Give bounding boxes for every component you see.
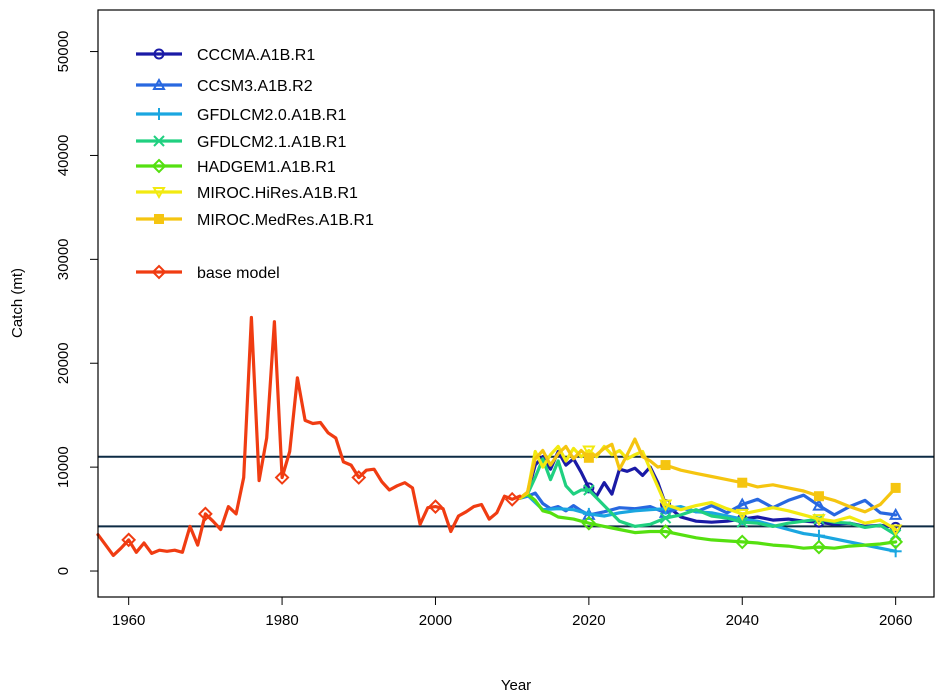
series-line — [96, 315, 522, 558]
legend-marker — [153, 108, 165, 120]
series-base-model — [96, 315, 522, 558]
legend-label: MIROC.HiRes.A1B.R1 — [197, 185, 358, 202]
reference-lines — [98, 455, 934, 528]
legend-label: GFDLCM2.1.A1B.R1 — [197, 134, 346, 151]
legend-item: base model — [136, 264, 280, 282]
data-point — [351, 470, 367, 485]
x-axis-label: Year — [501, 677, 531, 694]
series-hadgem1-a1b-r1 — [518, 492, 904, 555]
legend-marker — [152, 77, 166, 90]
series-line — [518, 437, 898, 514]
x-tick-label: 1960 — [112, 612, 145, 629]
data-point — [197, 506, 213, 522]
data-point — [812, 529, 825, 542]
legend-label: base model — [197, 265, 280, 282]
legend-label: CCCMA.A1B.R1 — [197, 47, 315, 64]
y-tick-label: 50000 — [55, 31, 72, 73]
data-point — [812, 514, 826, 527]
data-point — [504, 491, 520, 507]
data-point — [121, 532, 137, 548]
data-point — [888, 534, 904, 550]
legend-label: GFDLCM2.0.A1B.R1 — [197, 107, 346, 124]
y-tick-label: 40000 — [55, 135, 72, 177]
legend-item: CCCMA.A1B.R1 — [136, 47, 315, 64]
x-tick-label: 1980 — [265, 612, 298, 629]
data-point — [583, 484, 595, 496]
legend-item: CCSM3.A1B.R2 — [136, 77, 313, 95]
legend: CCCMA.A1B.R1 CCSM3.A1B.R2 GFDLCM2.0.A1B.R1… — [136, 47, 374, 282]
data-point — [734, 534, 750, 550]
legend-marker — [153, 48, 165, 60]
series-line — [518, 493, 898, 553]
series-line — [518, 492, 898, 550]
series-gfdlcm2-1-a1b-r1 — [518, 457, 902, 541]
data-point — [736, 516, 748, 528]
data-point — [888, 507, 903, 520]
data-point — [737, 477, 748, 488]
data-point — [658, 499, 673, 512]
legend-marker — [151, 264, 167, 280]
data-point — [581, 515, 597, 531]
legend-label: HADGEM1.A1B.R1 — [197, 159, 336, 176]
legend-item: MIROC.MedRes.A1B.R1 — [136, 212, 374, 229]
data-point — [735, 497, 749, 510]
y-tick-label: 0 — [55, 567, 72, 575]
legend-label: CCSM3.A1B.R2 — [197, 78, 313, 95]
data-point — [582, 445, 596, 458]
x-axis: 1960 1980 2000 2020 2040 2060 — [112, 597, 912, 629]
data-point — [583, 482, 595, 494]
series-layer — [96, 315, 904, 558]
x-tick-label: 2040 — [726, 612, 759, 629]
data-point — [735, 508, 749, 521]
data-point — [813, 491, 824, 502]
data-point — [890, 482, 901, 493]
data-point — [811, 539, 827, 555]
legend-item: HADGEM1.A1B.R1 — [136, 158, 336, 176]
data-point — [274, 470, 290, 485]
x-tick-label: 2060 — [879, 612, 912, 629]
legend-item: MIROC.HiRes.A1B.R1 — [136, 185, 358, 202]
x-tick-label: 2020 — [572, 612, 605, 629]
legend-label: MIROC.MedRes.A1B.R1 — [197, 212, 374, 229]
y-tick-label: 30000 — [55, 238, 72, 280]
plot-frame — [97, 9, 935, 598]
legend-marker — [153, 135, 165, 147]
y-tick-label: 10000 — [55, 446, 72, 488]
data-point — [812, 498, 826, 511]
legend-marker — [154, 214, 164, 224]
data-point — [659, 512, 672, 524]
y-tick-label: 20000 — [55, 342, 72, 384]
legend-item: GFDLCM2.1.A1B.R1 — [136, 134, 346, 151]
legend-marker — [152, 187, 166, 200]
y-axis: 0 10000 20000 30000 40000 50000 — [55, 31, 98, 575]
legend-marker — [151, 158, 167, 174]
series-line — [518, 444, 898, 532]
x-tick-label: 2000 — [419, 612, 452, 629]
data-point — [583, 452, 594, 463]
data-point — [428, 499, 443, 515]
data-point — [888, 524, 903, 537]
y-axis-label: Catch (mt) — [9, 268, 26, 338]
series-miroc-medres-a1b-r1 — [518, 437, 901, 514]
data-point — [658, 524, 673, 539]
legend-item: GFDLCM2.0.A1B.R1 — [136, 107, 346, 124]
data-point — [660, 460, 671, 471]
